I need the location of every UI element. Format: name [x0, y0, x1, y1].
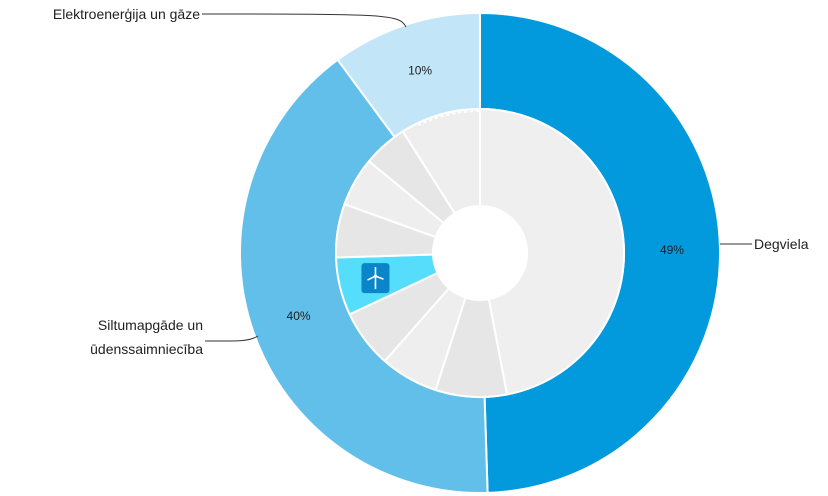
series-label-degviela: Degviela [754, 236, 809, 252]
slice-value-label: 40% [287, 309, 311, 323]
series-label-siltumapgade-un-udenssaimnieciba-line-2: ūdenssaimniecība [90, 341, 203, 357]
outer-ring [239, 11, 721, 494]
slice-value-label: 10% [408, 64, 432, 78]
leader-lines [201, 13, 752, 342]
inner-ring-dotted-edge [417, 110, 481, 127]
labels: 49% 40% 10% Degviela Siltumapgāde un ūdenssai… [53, 6, 809, 357]
leader-line-elektroenergija-un-gaze [201, 13, 407, 28]
inner-ring [335, 107, 625, 398]
slice-value-label: 49% [660, 243, 684, 257]
wind-turbine-icon [361, 263, 390, 294]
series-label-siltumapgade-un-udenssaimnieciba-line-1: Siltumapgāde un [98, 317, 203, 333]
center-hole [433, 206, 527, 300]
leader-line-siltumapgade-un-udenssaimnieciba [204, 335, 259, 342]
series-label-elektroenergija-un-gaze: Elektroenerģija un gāze [53, 6, 200, 22]
